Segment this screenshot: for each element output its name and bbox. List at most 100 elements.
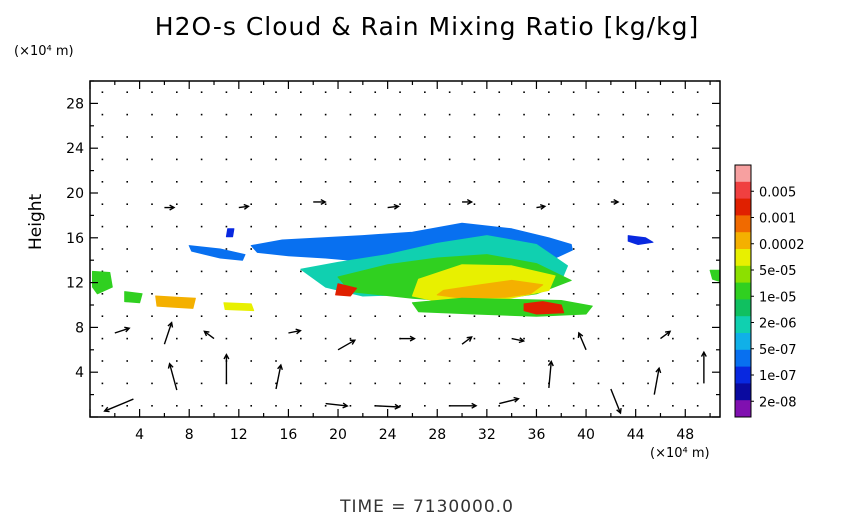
- mixing-region: [523, 301, 565, 315]
- wind-arrow-head: [466, 198, 474, 205]
- grid-dot: [101, 360, 104, 362]
- wind-arrow: [461, 336, 473, 345]
- grid-dot: [399, 315, 401, 317]
- wind-arrow-shaft: [275, 364, 282, 390]
- wind-arrow-head: [665, 330, 672, 337]
- grid-dot: [399, 203, 401, 205]
- wind-arrow-shaft: [548, 361, 552, 388]
- mixing-region: [124, 291, 143, 304]
- grid-dot: [448, 181, 451, 183]
- grid-dot: [176, 203, 178, 205]
- wind-arrow: [387, 203, 400, 210]
- grid-dot: [101, 113, 104, 116]
- grid-dot: [151, 113, 153, 116]
- grid-dot: [672, 293, 674, 295]
- grid-dot: [101, 181, 104, 183]
- grid-dot: [176, 337, 178, 340]
- grid-dot: [548, 225, 550, 228]
- grid-dot: [448, 136, 451, 138]
- grid-dot: [597, 225, 600, 228]
- grid-dot: [374, 360, 377, 362]
- grid-dot: [200, 158, 203, 161]
- grid-dot: [696, 382, 699, 385]
- grid-dot: [176, 315, 178, 317]
- grid-dot: [672, 181, 674, 183]
- x-tick-label: 44: [627, 427, 645, 443]
- mixing-region: [627, 235, 654, 245]
- wind-arrow-head: [547, 360, 554, 367]
- grid-dot: [324, 382, 327, 385]
- grid-dot: [424, 382, 426, 385]
- mixing-region: [155, 295, 196, 309]
- mixing-region: [335, 283, 358, 297]
- wind-arrow: [536, 203, 547, 210]
- grid-dot: [597, 293, 600, 295]
- grid-dot: [275, 315, 277, 317]
- grid-dot: [300, 203, 302, 205]
- wind-arrow: [499, 396, 520, 405]
- grid-dot: [349, 136, 352, 138]
- colorbar-swatch: [735, 198, 751, 216]
- grid-dot: [101, 91, 104, 93]
- colorbar-swatch: [735, 249, 751, 267]
- grid-dot: [250, 270, 253, 273]
- grid-dot: [672, 203, 674, 205]
- grid-dot: [696, 91, 699, 93]
- grid-dot: [548, 181, 550, 183]
- grid-dot: [399, 91, 401, 93]
- grid-dot: [424, 405, 426, 407]
- grid-dot: [523, 181, 525, 183]
- grid-dot: [151, 315, 153, 317]
- grid-dot: [300, 315, 302, 317]
- grid-dot: [622, 158, 625, 161]
- grid-dot: [250, 113, 253, 116]
- grid-dot: [597, 136, 600, 138]
- grid-dot: [597, 382, 600, 385]
- grid-dot: [250, 225, 253, 228]
- grid-dot: [597, 91, 600, 93]
- grid-dot: [349, 225, 352, 228]
- grid-dot: [225, 203, 228, 205]
- grid-dot: [696, 225, 699, 228]
- grid-dot: [399, 136, 401, 138]
- grid-dot: [324, 225, 327, 228]
- grid-dot: [200, 382, 203, 385]
- colorbar-swatch: [735, 232, 751, 250]
- wind-arrow: [167, 362, 178, 391]
- wind-arrow: [511, 337, 526, 344]
- grid-dot: [572, 248, 575, 250]
- grid-dot: [374, 136, 377, 138]
- wind-arrow-shaft: [511, 337, 524, 342]
- grid-dot: [597, 315, 600, 317]
- grid-dot: [200, 91, 203, 93]
- wind-arrow-shaft: [499, 398, 519, 405]
- grid-dot: [572, 158, 575, 161]
- wind-arrow: [288, 328, 302, 335]
- grid-dot: [225, 405, 228, 407]
- grid-dot: [672, 113, 674, 116]
- colorbar-label: 1e-07: [759, 369, 797, 384]
- grid-dot: [374, 315, 377, 317]
- wind-vectors: [103, 198, 707, 415]
- grid-dot: [101, 315, 104, 317]
- grid-dot: [300, 337, 302, 340]
- grid-dot: [672, 248, 674, 250]
- grid-dot: [151, 382, 153, 385]
- grid-dot: [672, 405, 674, 407]
- grid-dot: [647, 337, 649, 340]
- grid-dot: [324, 405, 327, 407]
- wind-arrow-shaft: [163, 322, 173, 345]
- y-tick-label: 20: [66, 186, 84, 202]
- grid-dot: [622, 360, 625, 362]
- grid-dot: [424, 337, 426, 340]
- wind-arrow: [577, 331, 587, 351]
- grid-dot: [622, 382, 625, 385]
- grid-dot: [250, 337, 253, 340]
- grid-dot: [349, 405, 352, 407]
- wind-arrow-head: [203, 330, 210, 337]
- grid-dot: [300, 270, 302, 273]
- wind-arrow: [610, 388, 622, 415]
- grid-dot: [200, 293, 203, 295]
- grid-dot: [399, 113, 401, 116]
